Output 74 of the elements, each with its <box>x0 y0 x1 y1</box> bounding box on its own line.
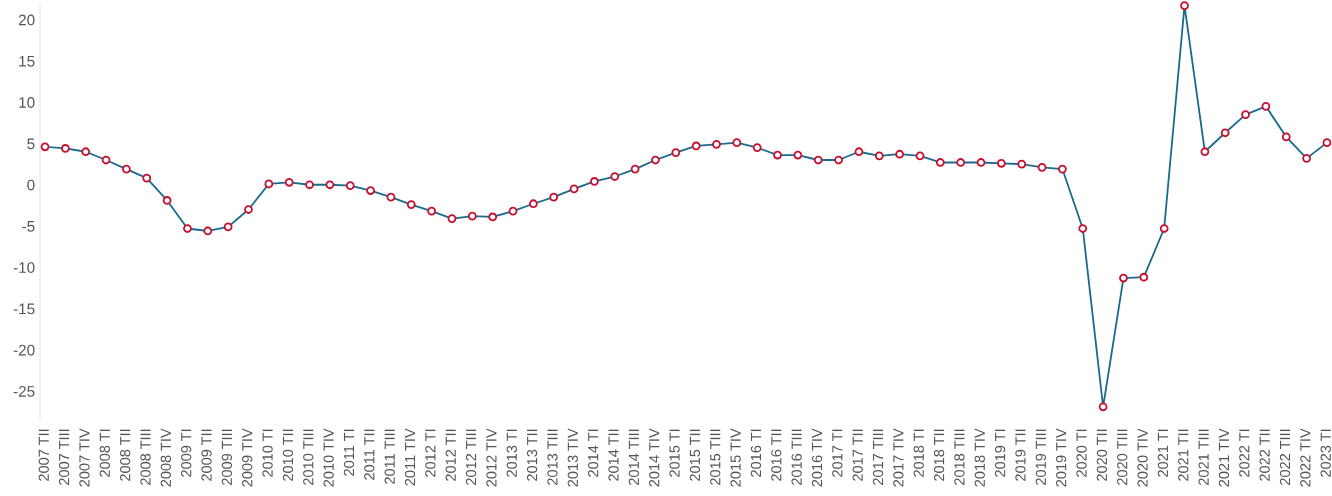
x-tick-label: 2016 TI <box>750 429 762 477</box>
x-tick-label: 2011 TI <box>343 429 355 476</box>
x-tick-label: 2017 TI <box>832 429 843 477</box>
x-tick-label: 2019 TI <box>994 429 1006 477</box>
x-tick-label: 2013 TIV <box>567 428 578 487</box>
y-tick-label: 10 <box>19 97 35 108</box>
x-tick-label: 2008 TIV <box>160 428 172 487</box>
x-tick-label: 2022 TIV <box>1300 428 1311 487</box>
y-tick-label: -25 <box>13 385 35 397</box>
x-tick-label: 2007 TIII <box>58 429 70 485</box>
x-tick-label: 2022 TI <box>1239 429 1250 477</box>
y-tick-label: 0 <box>27 179 35 191</box>
x-tick-label: 2008 TI <box>99 429 110 477</box>
y-tick-label: -10 <box>13 262 35 273</box>
x-tick-label: 2020 TI <box>1076 429 1087 477</box>
x-tick-label: 2012 TIV <box>486 428 497 487</box>
x-tick-label: 2014 TIII <box>628 429 640 485</box>
x-tick-label: 2015 TII <box>689 429 701 481</box>
x-tick-label: 2015 TIII <box>710 429 721 485</box>
x-tick-label: 2011 TIV <box>404 428 416 486</box>
x-tick-label: 2017 TII <box>852 429 863 481</box>
x-tick-label: 2014 TIV <box>649 428 660 487</box>
x-tick-label: 2014 TI <box>588 429 599 477</box>
x-tick-label: 2020 TIII <box>1117 429 1128 485</box>
y-tick-label: 20 <box>18 14 35 26</box>
x-tick-label: 2017 TIV <box>893 428 904 487</box>
x-tick-label: 2009 TI <box>181 429 192 477</box>
x-tick-label: 2015 TIV <box>730 428 741 487</box>
x-tick-label: 2018 TIII <box>954 429 965 485</box>
x-tick-label: 2021 TI <box>1157 429 1169 477</box>
x-tick-label: 2016 TIV <box>811 428 823 487</box>
x-tick-label: 2023 TI <box>1320 429 1331 477</box>
y-tick-label: -5 <box>22 221 35 232</box>
x-tick-label: 2010 TIII <box>303 429 314 485</box>
x-tick-label: 2011 TIII <box>384 429 395 484</box>
x-tick-label: 2014 TII <box>608 429 619 481</box>
x-tick-label: 2012 TI <box>425 429 436 477</box>
x-tick-label: 2022 TIII <box>1279 429 1291 485</box>
x-tick-label: 2019 TII <box>1015 429 1026 481</box>
x-tick-label: 2016 TIII <box>791 429 802 485</box>
x-tick-label: 2009 TIV <box>242 428 253 487</box>
x-tick-label: 2013 TII <box>526 429 538 481</box>
x-tick-label: 2007 TII <box>38 429 49 481</box>
x-tick-label: 2013 TI <box>506 429 517 477</box>
x-tick-label: 2008 TII <box>119 429 131 481</box>
y-tick-label: -20 <box>13 344 35 356</box>
x-tick-label: 2012 TIII <box>465 429 477 485</box>
x-tick-label: 2021 TII <box>1178 429 1189 481</box>
x-tick-label: 2010 TIV <box>323 428 334 487</box>
x-tick-label: 2012 TII <box>445 429 456 481</box>
x-tick-label: 2011 TII <box>364 429 375 480</box>
x-tick-label: 2009 TIII <box>221 429 233 485</box>
x-tick-label: 2021 TIV <box>1218 428 1230 487</box>
x-tick-label: 2017 TIII <box>872 429 884 485</box>
y-tick-label: -15 <box>13 303 35 315</box>
x-tick-label: 2009 TII <box>201 429 212 481</box>
x-tick-label: 2013 TIII <box>547 429 558 485</box>
x-tick-label: 2020 TII <box>1096 429 1108 481</box>
x-tick-label: 2019 TIII <box>1035 429 1046 485</box>
y-tick-label: 5 <box>27 138 35 150</box>
x-tick-label: 2016 TII <box>771 429 782 481</box>
x-tick-label: 2008 TIII <box>140 429 151 485</box>
x-tick-label: 2007 TIV <box>79 428 90 487</box>
x-tick-label: 2018 TII <box>933 429 945 481</box>
x-tick-label: 2022 TII <box>1259 429 1270 481</box>
x-tick-label: 2018 TIV <box>974 428 985 487</box>
x-tick-label: 2021 TIII <box>1198 429 1209 485</box>
x-tick-label: 2020 TIV <box>1137 428 1148 487</box>
x-tick-label: 2019 TIV <box>1056 428 1067 487</box>
x-tick-label: 2015 TI <box>669 429 680 477</box>
x-tick-label: 2010 TII <box>282 429 294 481</box>
x-tick-label: 2018 TI <box>913 429 924 477</box>
y-tick-label: 15 <box>19 55 35 67</box>
x-tick-label: 2010 TI <box>262 429 273 477</box>
